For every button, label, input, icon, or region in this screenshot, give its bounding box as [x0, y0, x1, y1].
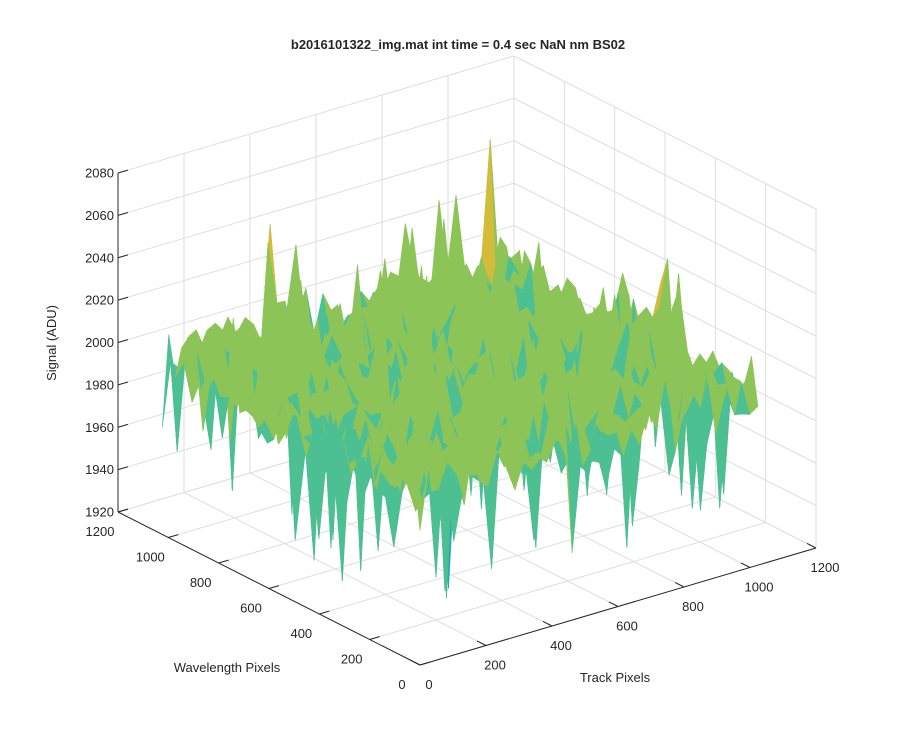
- y-tick-label: 0: [398, 677, 405, 692]
- floor-grid-line: [268, 471, 666, 589]
- z-tick-label: 1920: [85, 505, 114, 520]
- side-wall-grid-line: [513, 97, 817, 252]
- z-tick-label: 1940: [85, 462, 114, 477]
- z-tick-mark: [117, 466, 129, 471]
- z-tick-label: 2020: [85, 293, 114, 308]
- side-wall-grid-line: [513, 55, 817, 210]
- x-tick-label: 800: [682, 599, 704, 614]
- z-tick-label: 1980: [85, 377, 114, 392]
- z-tick-mark: [117, 381, 129, 386]
- chart-title: b2016101322_img.mat int time = 0.4 sec N…: [291, 37, 625, 52]
- y-tick-label: 800: [190, 575, 212, 590]
- x-tick-mark: [674, 581, 685, 588]
- x-tick-mark: [608, 601, 619, 607]
- x-tick-mark: [806, 542, 817, 549]
- z-tick-mark: [117, 211, 129, 216]
- y-tick-label: 400: [290, 626, 312, 641]
- x-tick-label: 200: [484, 658, 506, 673]
- surface-patch: [413, 469, 429, 531]
- z-tick-label: 2000: [85, 335, 114, 350]
- y-tick-label: 600: [240, 601, 262, 616]
- back-wall-grid-line: [117, 182, 515, 301]
- y-tick-label: 200: [341, 652, 363, 667]
- y-tick-mark: [419, 661, 431, 666]
- z-tick-mark: [117, 296, 129, 301]
- z-tick-label: 2080: [85, 166, 114, 181]
- y-tick-mark: [268, 585, 280, 589]
- y-tick-mark: [319, 610, 330, 615]
- z-tick-label: 2060: [85, 208, 114, 223]
- z-axis-label: Signal (ADU): [44, 305, 59, 381]
- x-tick-mark: [542, 620, 553, 627]
- x-tick-label: 600: [616, 619, 638, 634]
- surface-plot: [162, 139, 759, 599]
- z-tick-mark: [117, 423, 129, 428]
- y-tick-mark: [218, 559, 229, 564]
- floor-grid-line: [369, 522, 766, 640]
- back-wall-grid-line: [117, 97, 515, 216]
- back-wall-grid-line: [117, 140, 515, 259]
- y-tick-label: 1000: [136, 550, 165, 565]
- z-tick-mark: [117, 254, 129, 259]
- floor-grid-line: [319, 496, 716, 615]
- z-tick-mark: [117, 339, 129, 343]
- x-tick-label: 1000: [745, 580, 774, 595]
- x-axis-label: Track Pixels: [580, 670, 651, 685]
- x-tick-label: 0: [425, 677, 432, 692]
- x-tick-label: 1200: [811, 560, 840, 575]
- x-tick-mark: [410, 659, 421, 666]
- back-wall-grid-line: [117, 225, 515, 343]
- x-tick-label: 400: [550, 638, 572, 653]
- z-tick-mark: [117, 169, 129, 174]
- z-tick-label: 2040: [85, 250, 114, 265]
- back-wall-grid-line: [117, 55, 515, 174]
- y-tick-mark: [369, 636, 380, 640]
- y-tick-mark: [168, 534, 179, 538]
- z-tick-label: 1960: [85, 420, 114, 435]
- side-wall-grid-line: [513, 140, 817, 295]
- x-tick-mark: [740, 562, 751, 568]
- side-wall-grid-line: [513, 182, 817, 337]
- z-tick-mark: [117, 508, 129, 513]
- axes: 0 200 400 600 800 1000 1200 0 200 400 600 800 1000 12…: [85, 166, 839, 693]
- x-tick-mark: [476, 640, 487, 646]
- y-tick-label: 1200: [86, 524, 115, 539]
- y-axis-label: Wavelength Pixels: [174, 660, 281, 675]
